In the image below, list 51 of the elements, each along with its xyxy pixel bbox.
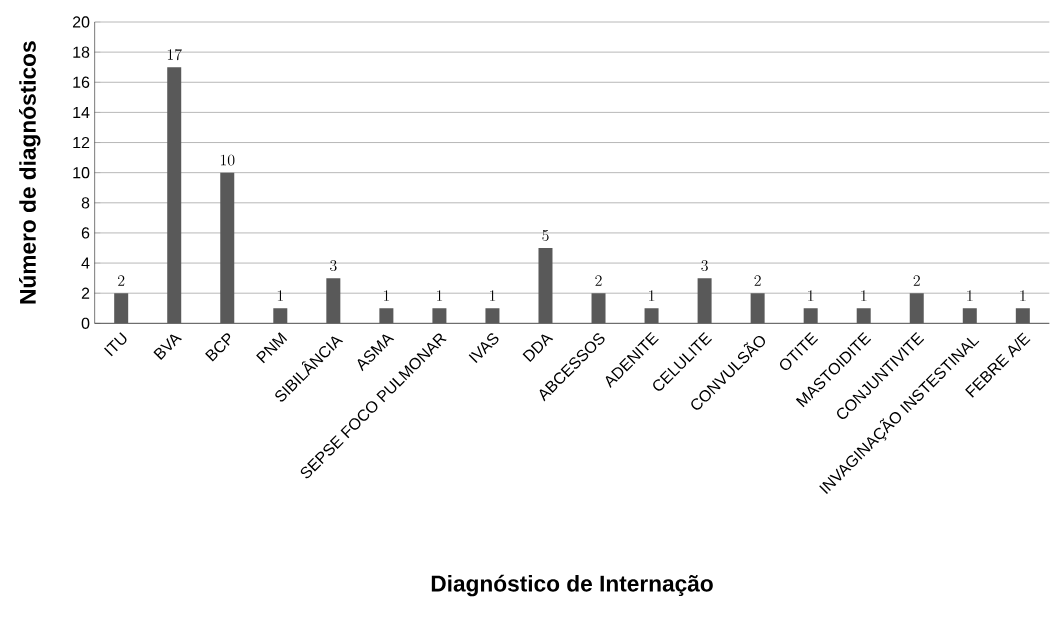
bar <box>379 308 394 324</box>
data-label: 1 <box>861 290 867 301</box>
y-tick-label: 0 <box>81 317 90 329</box>
bar <box>326 278 341 324</box>
data-label: 1 <box>1020 290 1026 301</box>
data-label: 1 <box>383 290 390 301</box>
y-tick-label: 4 <box>81 257 90 269</box>
bar <box>697 278 712 324</box>
data-label: 17 <box>167 49 182 61</box>
bar <box>644 308 659 324</box>
bar <box>485 308 500 324</box>
data-label: 2 <box>754 275 761 286</box>
bar <box>856 308 871 324</box>
bar <box>750 293 765 324</box>
data-label: 1 <box>277 290 283 301</box>
x-axis-title: Diagnóstico de Internação <box>431 574 713 597</box>
data-label: 1 <box>967 290 973 301</box>
bar <box>220 172 235 324</box>
bar <box>114 293 129 324</box>
x-tick-label: BVA <box>153 334 182 360</box>
data-label: 1 <box>489 290 496 301</box>
bar <box>591 293 606 324</box>
y-axis-title: Número de diagnósticos <box>19 41 41 304</box>
data-label: 5 <box>542 230 549 241</box>
bar <box>273 308 288 324</box>
y-tick-label: 20 <box>72 16 90 28</box>
y-tick-label: 16 <box>73 76 90 88</box>
x-tick-label: ITU <box>104 332 127 357</box>
y-tick-label: 14 <box>73 106 90 118</box>
data-label: 1 <box>808 290 814 301</box>
data-label: 2 <box>595 275 602 286</box>
data-label: 10 <box>220 154 235 166</box>
data-label: 2 <box>913 275 920 286</box>
data-label: 1 <box>436 290 443 301</box>
bar <box>962 308 977 324</box>
y-tick-label: 12 <box>73 136 90 149</box>
data-label: 1 <box>649 290 655 301</box>
y-tick-label: 18 <box>73 46 90 58</box>
y-tick-label: 10 <box>73 167 90 179</box>
bar <box>909 293 924 324</box>
data-label: 3 <box>330 260 337 272</box>
data-label: 2 <box>118 275 125 286</box>
y-tick-label: 8 <box>81 197 90 209</box>
y-tick-label: 2 <box>81 287 90 299</box>
bar <box>167 67 182 324</box>
bar <box>538 248 553 324</box>
data-label: 3 <box>701 260 708 272</box>
bar <box>1015 308 1030 324</box>
bar <box>803 308 818 324</box>
y-tick-label: 6 <box>81 227 90 239</box>
bar <box>432 308 447 324</box>
